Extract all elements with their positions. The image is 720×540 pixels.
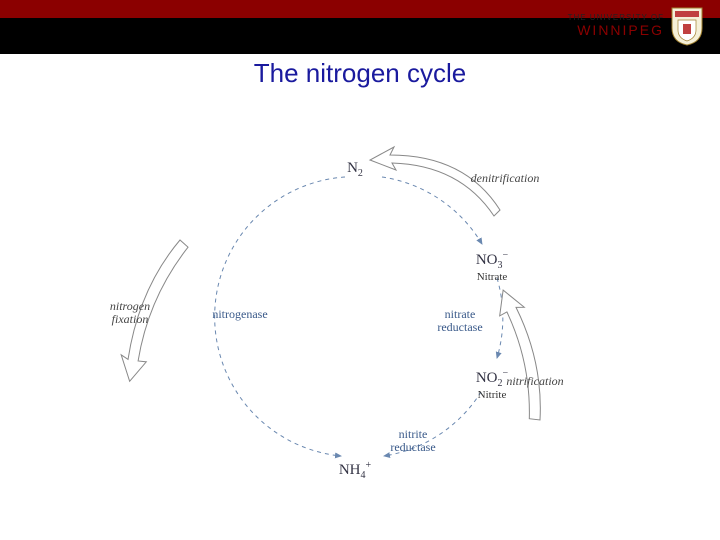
cycle-svg — [130, 130, 590, 500]
node-nh4: NH4+ — [325, 460, 385, 481]
process-nitrification: nitrification — [495, 375, 575, 388]
process-arrow-nitrification-arrow — [493, 286, 553, 423]
nitrogen-cycle-diagram: N2NO3−NitrateNO2−NitriteNH4+ nitrogenase… — [130, 130, 590, 500]
node-no3: NO3−Nitrate — [462, 250, 522, 283]
node-n2: N2 — [325, 160, 385, 179]
enzyme-nitrogenase: nitrogenase — [205, 308, 275, 321]
crest-icon — [670, 6, 704, 46]
node-label-no3: Nitrate — [462, 271, 522, 283]
process-denitrification: denitrification — [465, 172, 545, 185]
node-formula-no3: NO3− — [462, 250, 522, 271]
node-formula-n2: N2 — [325, 160, 385, 179]
process-nitrogen-fixation: nitrogenfixation — [90, 300, 170, 326]
cycle-arc-arc-no3-no2 — [497, 278, 503, 358]
node-label-no2: Nitrite — [462, 389, 522, 401]
node-formula-nh4: NH4+ — [325, 460, 385, 481]
logo-line2: WINNIPEG — [568, 23, 664, 38]
enzyme-nitrite-reductase: nitritereductase — [378, 428, 448, 454]
enzyme-nitrate-reductase: nitratereductase — [425, 308, 495, 334]
page-title: The nitrogen cycle — [254, 58, 466, 89]
logo-text: THE UNIVERSITY OF WINNIPEG — [568, 14, 664, 37]
university-logo: THE UNIVERSITY OF WINNIPEG — [568, 6, 704, 46]
